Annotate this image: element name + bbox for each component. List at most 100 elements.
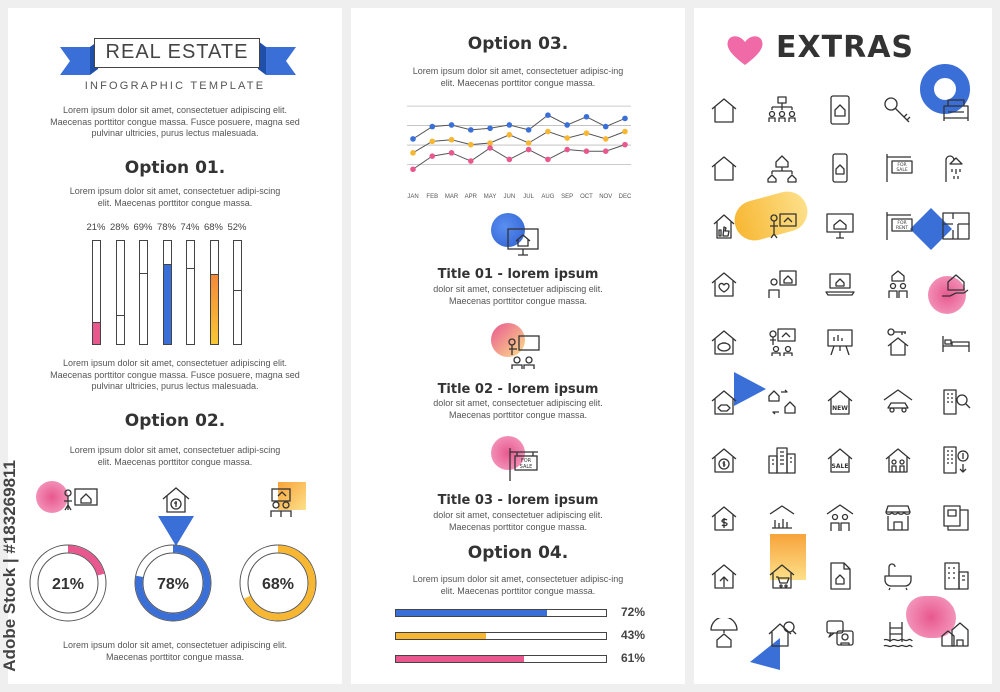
donut-chart: 78%: [134, 544, 212, 622]
bar-fill: [396, 633, 487, 639]
donut-arc: [240, 545, 316, 621]
bar-label: 21%: [86, 222, 106, 233]
chat-house-icon: [824, 618, 856, 650]
bar-fill: [187, 267, 194, 344]
data-point: [468, 127, 474, 133]
apartments-icon: [940, 560, 972, 592]
bar-label: 78%: [156, 222, 176, 233]
data-point: [468, 158, 474, 164]
house-dollar-icon: [160, 484, 192, 516]
monitor-house-icon: [505, 224, 541, 260]
data-point: [487, 145, 493, 151]
bar-percent: 61%: [621, 651, 646, 665]
data-point: [429, 153, 436, 159]
decor-pink-circle: [36, 481, 68, 513]
extras-icon-grid: FOR SALE FOR RENT NEW SALE: [694, 8, 992, 684]
option1-title: Option 01.: [124, 158, 226, 178]
data-point: [545, 128, 551, 135]
bar-label: 28%: [109, 222, 129, 233]
data-point: [448, 150, 455, 156]
svg-text:NEW: NEW: [832, 405, 848, 412]
house-hierarchy-icon: [766, 152, 798, 184]
decor-blue-diamond: [910, 208, 952, 250]
horizontal-bar: [395, 609, 607, 617]
data-point: [506, 122, 513, 128]
presenter-icon: [60, 485, 100, 517]
svg-text:FOR: FOR: [521, 458, 532, 464]
dollar-coin-house-icon: [708, 444, 740, 476]
donut-label: 21%: [52, 576, 84, 593]
couple-house-icon: [882, 268, 914, 300]
bar-fill: [210, 273, 218, 344]
x-tick-label: FEB: [426, 194, 438, 200]
data-point: [545, 112, 551, 118]
bar-fill: [163, 263, 171, 344]
upload-house-icon: [708, 560, 740, 592]
vertical-bar: [186, 240, 195, 345]
x-tick-label: SEP: [561, 194, 573, 200]
floor-plan-icon: [940, 210, 972, 242]
vertical-bar: [233, 240, 242, 345]
decor-orange-rect: [770, 534, 806, 580]
x-tick-label: JUN: [504, 194, 516, 200]
banner-title: REAL ESTATE: [94, 38, 260, 68]
data-point: [545, 156, 551, 163]
series-line: [412, 114, 626, 140]
x-tick-label: APR: [465, 194, 478, 200]
house-icon: [708, 94, 740, 126]
vertical-bar: [139, 240, 148, 345]
garage-car-icon: [882, 386, 914, 418]
heart-icon: [727, 36, 763, 65]
donut-chart: 68%: [239, 544, 317, 622]
new-house-icon: NEW: [824, 386, 856, 418]
option3-text: Lorem ipsum dolor sit amet, consectetuer…: [412, 66, 624, 88]
vertical-bar: [162, 240, 172, 345]
data-point: [583, 130, 590, 136]
title2-heading: Title 02 - lorem ipsum: [437, 382, 599, 397]
title1-text: dolor sit amet, consectetuer adipiscing …: [433, 284, 603, 306]
data-point: [602, 123, 609, 130]
x-tick-label: JUL: [523, 194, 534, 200]
dollar-house-icon: [708, 502, 740, 534]
heart-house-icon: [708, 268, 740, 300]
org-chart-icon: [766, 94, 798, 126]
donut-arc: [135, 545, 211, 621]
x-tick-label: AUG: [541, 194, 554, 200]
decor-pink-circle: [491, 436, 525, 470]
option2-text: Lorem ipsum dolor sit amet, consectetuer…: [69, 445, 281, 467]
smartphone-house-icon: [824, 152, 856, 184]
family-house-icon: [882, 444, 914, 476]
horizontal-bar: [395, 655, 607, 663]
data-point: [622, 128, 628, 135]
panel-left: REAL ESTATE INFOGRAPHIC TEMPLATE Lorem i…: [8, 8, 342, 684]
bar-label: 69%: [133, 222, 153, 233]
laptop-house-icon: [824, 268, 856, 300]
bar-label: 52%: [227, 222, 247, 233]
x-tick-label: DEC: [619, 194, 631, 200]
svg-text:SALE: SALE: [832, 463, 849, 470]
chart-house-icon: [766, 502, 798, 534]
x-tick-label: JAN: [407, 194, 418, 200]
decor-blue-ring: [920, 64, 970, 114]
pool-icon: [882, 618, 914, 650]
shop-icon: [882, 502, 914, 534]
search-house-icon: [766, 618, 798, 650]
bed-icon: [940, 326, 972, 358]
city-buildings-icon: [766, 444, 798, 476]
data-point: [602, 136, 609, 142]
option1-bar-chart: 21% 28% 69% 78% 74% 68% 52%: [86, 222, 262, 347]
decor-blue-triangle: [158, 516, 194, 546]
series-line: [412, 144, 626, 170]
presentation-audience-icon: [505, 334, 541, 370]
document-house-icon: [824, 560, 856, 592]
bar-fill: [116, 315, 124, 344]
key-icon: [882, 94, 914, 126]
data-point: [564, 122, 570, 128]
presenter-icon: [766, 210, 798, 242]
data-point: [525, 140, 532, 146]
svg-text:SALE: SALE: [520, 464, 533, 470]
exchange-houses-icon: [766, 386, 798, 418]
sale-house-icon: SALE: [824, 444, 856, 476]
option3-title: Option 03.: [467, 34, 569, 54]
donut-chart: 21%: [29, 544, 107, 622]
